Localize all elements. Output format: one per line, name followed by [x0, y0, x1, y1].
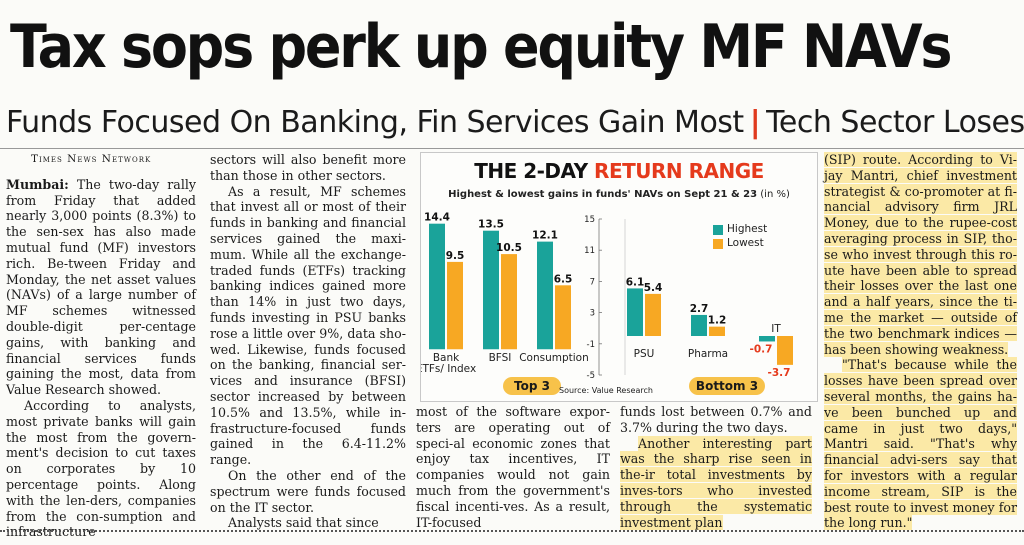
paragraph: On the other end of the spectrum were fu… — [210, 467, 406, 515]
data-label: 1.2 — [708, 315, 727, 327]
chart-subtitle-main: Highest & lowest gains in funds' NAVs on… — [448, 189, 758, 200]
category-label: PSU — [634, 348, 655, 360]
bar-lowest — [447, 261, 463, 350]
paragraph-text: The two-day rally from Friday that added… — [6, 176, 196, 398]
bar-highest — [429, 223, 445, 350]
paragraph: sectors will also benefit more than thos… — [210, 152, 406, 183]
data-label: 5.4 — [644, 282, 663, 294]
bar-lowest — [645, 293, 661, 336]
deck-left: Funds Focused On Banking, Fin Services G… — [6, 105, 744, 140]
highlighted-text: "That's because while the losses have be… — [824, 357, 1017, 531]
paragraph: funds lost between 0.7% and 3.7% during … — [620, 404, 812, 435]
chart-subtitle: Highest & lowest gains in funds' NAVs on… — [421, 189, 817, 200]
y-tick-label: 3 — [590, 309, 595, 319]
bottom-dotted-rule — [0, 530, 1024, 532]
data-label: -0.7 — [750, 343, 773, 355]
article-column-1: Times News Network Mumbai: The two-day r… — [6, 152, 196, 540]
article-column-3: most of the software expor-ters are oper… — [416, 404, 610, 530]
category-label: Bank — [433, 352, 460, 364]
data-label: 13.5 — [478, 219, 504, 231]
bar-highest — [627, 288, 643, 336]
y-tick-label: 11 — [584, 246, 595, 256]
data-label: 14.4 — [424, 212, 450, 224]
data-label: 2.7 — [690, 303, 709, 315]
category-label: ETFs/ Index — [421, 363, 476, 375]
bar-lowest — [501, 254, 517, 350]
chart-source: Source: Value Research — [559, 386, 653, 395]
article-column-2: sectors will also benefit more than thos… — [210, 152, 406, 531]
bar-highest — [691, 314, 707, 336]
highlighted-text: Another interesting part was the sharp r… — [620, 435, 812, 530]
category-label: Pharma — [688, 348, 728, 360]
byline: Times News Network — [31, 153, 152, 165]
bar-highest — [759, 336, 775, 342]
chart-title-highlight: RETURN RANGE — [594, 159, 764, 183]
return-range-chart: THE 2-DAY RETURN RANGE Highest & lowest … — [420, 152, 818, 402]
paragraph-highlighted: (SIP) route. According to Vi-jay Mantri,… — [824, 152, 1017, 357]
top-rule — [0, 148, 1024, 149]
group-label-top3: Top 3 — [503, 377, 561, 395]
category-label: BFSI — [489, 352, 512, 364]
legend-swatch-lowest — [713, 239, 723, 249]
headline: Tax sops perk up equity MF NAVs — [10, 12, 953, 82]
paragraph-highlighted: "That's because while the losses have be… — [824, 357, 1017, 531]
data-label: 10.5 — [496, 242, 522, 254]
bar-lowest — [709, 326, 725, 336]
y-tick-label: 7 — [590, 277, 595, 287]
bar-highest — [483, 230, 499, 350]
chart-subtitle-unit: (in %) — [760, 189, 790, 200]
legend-lowest: Lowest — [727, 237, 764, 249]
category-label: IT — [771, 323, 781, 335]
data-label: 6.5 — [554, 273, 573, 285]
y-tick-label: -5 — [587, 371, 595, 381]
deck: Funds Focused On Banking, Fin Services G… — [6, 104, 1024, 142]
paragraph: As a result, MF schemes that invest all … — [210, 183, 406, 468]
category-label: Consumption — [519, 352, 589, 364]
bar-lowest — [555, 285, 571, 350]
paragraph: most of the software expor-ters are oper… — [416, 404, 610, 530]
bar-highest — [537, 241, 553, 350]
group-label-bottom3: Bottom 3 — [689, 377, 765, 395]
dateline: Mumbai: — [6, 176, 69, 192]
bar-lowest — [777, 336, 793, 365]
y-tick-label: 15 — [584, 215, 595, 225]
data-label: 6.1 — [626, 276, 645, 288]
data-label: 9.5 — [446, 250, 465, 262]
deck-separator: | — [749, 105, 761, 140]
paragraph-highlighted: Another interesting part was the sharp r… — [620, 435, 812, 531]
y-tick-label: -1 — [587, 340, 595, 350]
chart-title-main: THE 2-DAY — [474, 159, 588, 183]
paragraph: Analysts said that since — [228, 515, 379, 531]
article-column-4: funds lost between 0.7% and 3.7% during … — [620, 404, 812, 530]
legend-swatch-highest — [713, 225, 723, 235]
chart-title: THE 2-DAY RETURN RANGE — [421, 159, 817, 183]
data-label: -3.7 — [768, 367, 791, 379]
paragraph: Mumbai: The two-day rally from Friday th… — [6, 177, 196, 398]
paragraph: According to analysts, most private bank… — [6, 397, 196, 540]
deck-right: Tech Sector Loses Out — [766, 105, 1024, 140]
legend-highest: Highest — [727, 223, 768, 235]
data-label: 12.1 — [532, 230, 558, 242]
highlighted-text: (SIP) route. According to Vi-jay Mantri,… — [824, 152, 1017, 357]
article-column-5: (SIP) route. According to Vi-jay Mantri,… — [824, 152, 1017, 531]
